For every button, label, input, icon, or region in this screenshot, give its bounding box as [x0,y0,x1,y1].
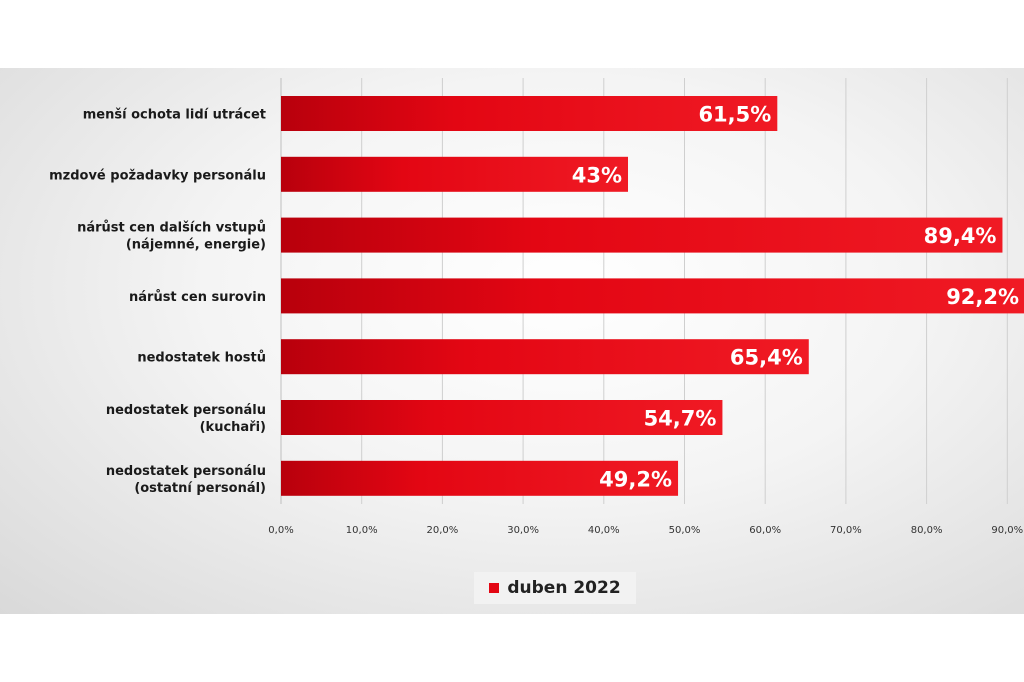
category-label: nárůst cen surovin [129,290,266,305]
bar-value-label: 54,7% [644,407,717,431]
x-tick-label: 20,0% [427,525,459,536]
category-label: (ostatní personál) [134,481,266,496]
bar [281,96,778,131]
bar [281,278,1024,314]
legend: duben 2022 [474,572,636,604]
bar [281,339,809,375]
x-tick-label: 30,0% [507,525,539,536]
bar-value-label: 89,4% [924,224,997,248]
x-tick-label: 50,0% [669,525,701,536]
x-tick-label: 60,0% [749,525,781,536]
bar-chart: 61,5% 43% 89,4% 92,2% 65,4% 54,7% 49,2% menší … [49,78,1024,536]
category-label: nedostatek hostů [137,351,266,366]
category-label: mzdové požadavky personálu [49,168,266,183]
bar [281,217,1003,253]
category-label: nárůst cen dalších vstupů [77,221,266,236]
bar-value-label: 65,4% [730,346,803,370]
bar [281,400,723,435]
bars: 61,5% 43% 89,4% 92,2% 65,4% 54,7% 49,2% [281,96,1024,496]
x-tick-label: 10,0% [346,525,378,536]
x-tick-label: 0,0% [268,525,293,536]
bar-value-label: 49,2% [599,467,672,491]
bar [281,156,629,192]
bar [281,460,679,496]
bar-value-label: 61,5% [698,103,771,127]
bar-value-label: 43% [572,163,622,187]
legend-label: duben 2022 [507,578,621,598]
x-tick-label: 90,0% [991,525,1023,536]
x-axis-ticks: 0,0% 10,0% 20,0% 30,0% 40,0% 50,0% 60,0% 70,0% 8… [268,525,1023,536]
category-label: (kuchaři) [200,420,266,435]
x-tick-label: 70,0% [830,525,862,536]
category-label: nedostatek personálu [106,464,266,479]
legend-swatch [489,583,500,593]
category-label: menší ochota lidí utrácet [83,108,266,123]
x-tick-label: 80,0% [911,525,943,536]
category-label: (nájemné, energie) [126,238,266,253]
bar-value-label: 92,2% [946,285,1019,309]
category-label: nedostatek personálu [106,403,266,418]
chart-panel: 61,5% 43% 89,4% 92,2% 65,4% 54,7% 49,2% menší … [0,68,1024,614]
x-tick-label: 40,0% [588,525,620,536]
category-labels: menší ochota lidí utrácet mzdové požadavk… [49,108,266,496]
